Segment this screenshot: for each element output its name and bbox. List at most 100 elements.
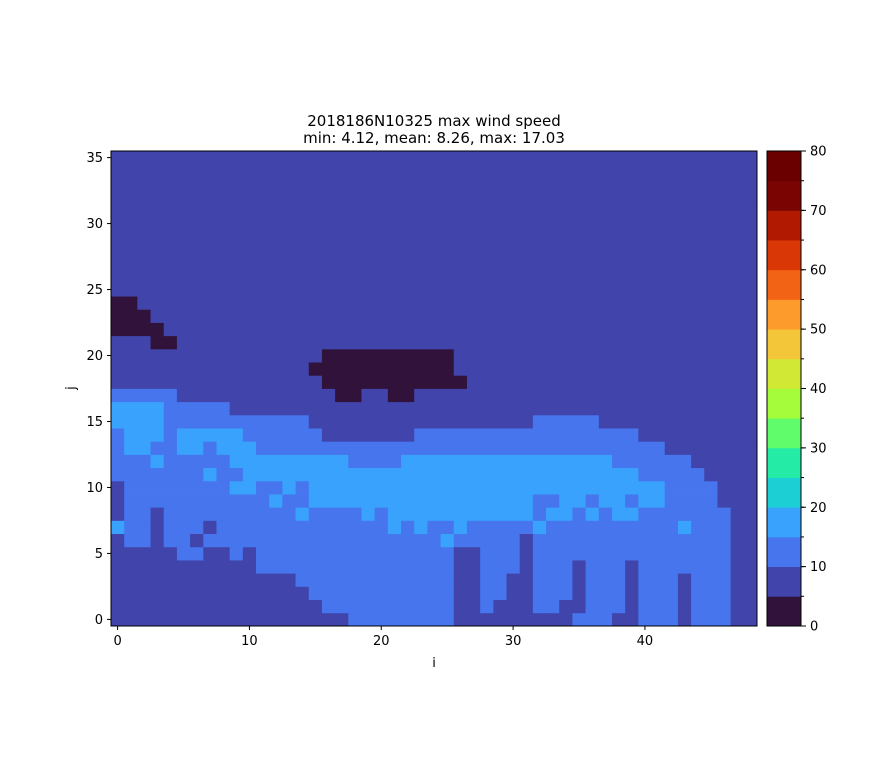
heatmap-cell xyxy=(664,467,705,482)
heatmap-cell xyxy=(308,414,534,429)
heatmap-cell xyxy=(176,441,204,455)
heatmap-cell xyxy=(611,612,639,627)
heatmap-cell xyxy=(308,507,362,521)
heatmap-cell xyxy=(229,546,244,561)
heatmap-cell xyxy=(163,454,231,469)
heatmap-cell xyxy=(295,428,323,442)
heatmap-cell xyxy=(111,164,758,178)
chart-subtitle: min: 4.12, mean: 8.26, max: 17.03 xyxy=(303,129,565,147)
heatmap-cell xyxy=(163,428,178,442)
heatmap-cell xyxy=(308,494,534,508)
colorbar-tick-label: 50 xyxy=(810,323,827,338)
heatmap-cell xyxy=(256,546,455,561)
colorbar-segment xyxy=(767,447,801,478)
heatmap-cell xyxy=(532,560,573,574)
heatmap-cell xyxy=(414,520,428,535)
colorbar-tick-label: 60 xyxy=(810,263,827,278)
heatmap-cell xyxy=(466,520,534,535)
y-tick-label: 10 xyxy=(86,481,103,496)
heatmap-cell xyxy=(229,414,310,429)
heatmap-cell xyxy=(308,480,666,495)
heatmap-cell xyxy=(677,612,692,627)
heatmap-cell xyxy=(111,309,151,323)
heatmap-cell xyxy=(453,599,481,614)
heatmap-cell xyxy=(638,573,679,587)
heatmap-cell xyxy=(242,546,257,561)
heatmap-cell xyxy=(176,388,283,403)
heatmap-cell xyxy=(111,230,758,244)
y-tick-label: 15 xyxy=(86,415,103,430)
heatmap-cell xyxy=(638,599,679,614)
heatmap-cell xyxy=(611,454,652,469)
heatmap-cell xyxy=(717,480,758,495)
heatmap-cell xyxy=(691,612,732,627)
heatmap-cell xyxy=(519,533,534,548)
heatmap-cell xyxy=(519,599,534,614)
heatmap-cell xyxy=(216,441,257,455)
heatmap-cell xyxy=(401,454,613,469)
plot-frame xyxy=(110,150,758,627)
colorbar-segment xyxy=(767,358,801,389)
heatmap-cell xyxy=(532,612,547,627)
heatmap-cell xyxy=(730,560,758,574)
heatmap-cell xyxy=(335,388,362,403)
heatmap-cell xyxy=(480,599,494,614)
colorbar-segment xyxy=(767,566,801,597)
heatmap-cell xyxy=(691,599,732,614)
heatmap-cell xyxy=(256,480,283,495)
heatmap-cell xyxy=(111,546,178,561)
heatmap-cell xyxy=(163,507,296,521)
y-tick-label: 35 xyxy=(86,151,103,166)
heatmap-cell xyxy=(387,388,415,403)
heatmap-cell xyxy=(506,586,534,601)
heatmap-cell xyxy=(546,520,679,535)
heatmap-cell xyxy=(414,388,758,403)
heatmap-cell xyxy=(190,533,204,548)
heatmap-cell xyxy=(440,533,455,548)
heatmap-cell xyxy=(176,428,217,442)
heatmap-cell xyxy=(677,599,692,614)
heatmap-cell xyxy=(111,560,257,574)
heatmap-cell xyxy=(111,586,310,601)
colorbar-segment xyxy=(767,151,801,182)
heatmap-cell xyxy=(111,190,758,205)
colorbar-tick-label: 80 xyxy=(810,145,827,160)
heatmap-cell xyxy=(111,599,323,614)
heatmap-cell xyxy=(163,533,191,548)
heatmap-cell xyxy=(519,560,534,574)
heatmap-cell xyxy=(203,546,231,561)
heatmap-cell xyxy=(677,520,692,535)
heatmap-cell xyxy=(111,296,138,310)
heatmap-cell xyxy=(585,507,600,521)
heatmap-cell xyxy=(176,546,204,561)
heatmap-cell xyxy=(111,467,204,482)
heatmap-cell xyxy=(532,586,573,601)
heatmap-cell xyxy=(453,362,758,376)
heatmap-cell xyxy=(387,520,402,535)
colorbar-segment xyxy=(767,299,801,330)
heatmap-cell xyxy=(638,507,679,521)
heatmap-cell xyxy=(111,362,310,376)
heatmap-cell xyxy=(242,467,639,482)
heatmap-cell xyxy=(124,520,151,535)
heatmap-cell xyxy=(111,454,151,469)
heatmap-cell xyxy=(532,599,560,614)
heatmap-cell xyxy=(256,441,362,455)
heatmap-cell xyxy=(150,441,178,455)
y-tick-label: 30 xyxy=(86,217,103,232)
heatmap-cell xyxy=(321,428,415,442)
heatmap-cell xyxy=(163,322,758,337)
heatmap-cell xyxy=(453,520,468,535)
heatmap-cell xyxy=(282,480,296,495)
heatmap-cell xyxy=(546,507,573,521)
heatmap-cell xyxy=(150,309,758,323)
heatmap-cell xyxy=(532,533,732,548)
heatmap-cell xyxy=(111,256,758,271)
heatmap-cell xyxy=(506,573,521,587)
colorbar-segment xyxy=(767,329,801,360)
heatmap-cell xyxy=(269,494,283,508)
heatmap-cell xyxy=(598,507,613,521)
heatmap-cell xyxy=(730,520,758,535)
heatmap-cell xyxy=(124,507,151,521)
